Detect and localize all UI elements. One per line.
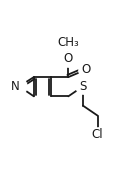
Text: S: S <box>79 80 87 93</box>
Text: Cl: Cl <box>92 128 103 141</box>
Text: CH₃: CH₃ <box>57 36 79 49</box>
Text: N: N <box>10 80 19 93</box>
Text: O: O <box>64 52 73 65</box>
Text: O: O <box>81 63 90 76</box>
